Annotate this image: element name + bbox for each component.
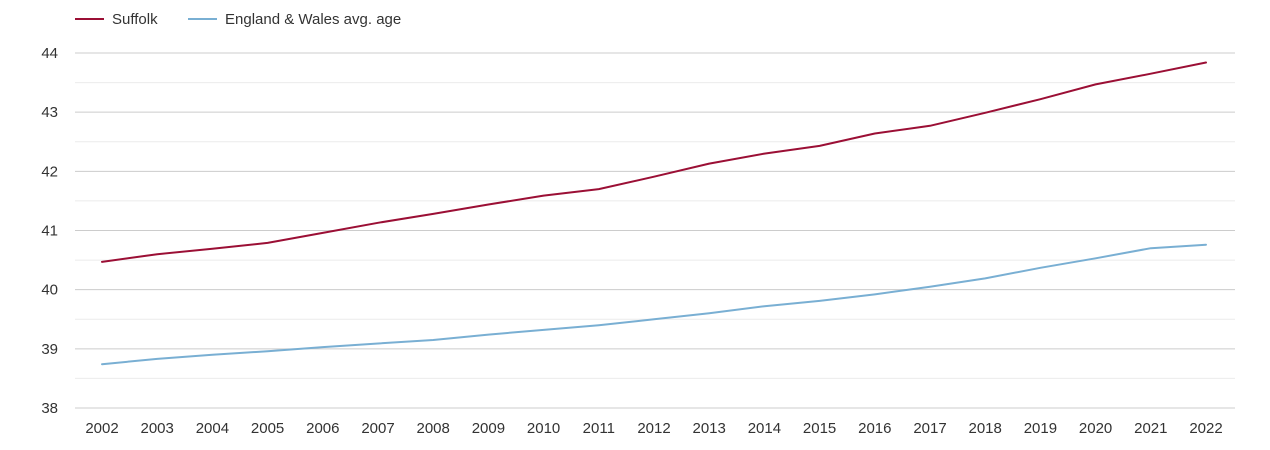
data-point-suffolk xyxy=(100,260,104,264)
data-point-suffolk xyxy=(652,175,656,179)
x-tick-label: 2015 xyxy=(803,420,836,437)
legend: Suffolk England & Wales avg. age xyxy=(75,11,401,28)
data-point-suffolk xyxy=(818,144,822,148)
data-point-suffolk xyxy=(266,241,270,245)
data-point-england-wales-avg-age xyxy=(542,328,546,332)
y-tick-label: 44 xyxy=(41,45,58,62)
data-point-england-wales-avg-age xyxy=(1038,266,1042,270)
data-point-suffolk xyxy=(210,247,214,251)
data-point-england-wales-avg-age xyxy=(707,311,711,315)
x-tick-label: 2005 xyxy=(251,420,284,437)
data-point-england-wales-avg-age xyxy=(597,323,601,327)
data-point-england-wales-avg-age xyxy=(873,292,877,296)
data-point-england-wales-avg-age xyxy=(818,299,822,303)
x-tick-label: 2022 xyxy=(1189,420,1222,437)
data-point-suffolk xyxy=(542,194,546,198)
data-point-england-wales-avg-age xyxy=(486,333,490,337)
y-tick-label: 38 xyxy=(41,400,58,417)
data-point-suffolk xyxy=(1094,82,1098,86)
x-tick-label: 2012 xyxy=(637,420,670,437)
x-tick-label: 2008 xyxy=(417,420,450,437)
x-tick-label: 2019 xyxy=(1024,420,1057,437)
data-point-suffolk xyxy=(376,221,380,225)
x-tick-label: 2003 xyxy=(141,420,174,437)
x-tick-label: 2021 xyxy=(1134,420,1167,437)
x-tick-label: 2013 xyxy=(693,420,726,437)
x-axis: 2002 2003 2004 2005 2006 2007 2008 2009 2010 2011… xyxy=(85,420,1222,437)
data-point-england-wales-avg-age xyxy=(100,362,104,366)
data-point-england-wales-avg-age xyxy=(210,353,214,357)
data-point-suffolk xyxy=(1038,97,1042,101)
x-tick-label: 2011 xyxy=(583,420,615,437)
x-tick-label: 2009 xyxy=(472,420,505,437)
x-tick-label: 2018 xyxy=(969,420,1002,437)
data-point-england-wales-avg-age xyxy=(266,349,270,353)
data-point-england-wales-avg-age xyxy=(1094,256,1098,260)
y-tick-label: 42 xyxy=(41,163,58,180)
data-point-suffolk xyxy=(928,124,932,128)
legend-label-suffolk: Suffolk xyxy=(112,11,158,28)
data-point-england-wales-avg-age xyxy=(1204,243,1208,247)
y-tick-label: 41 xyxy=(41,223,58,240)
x-tick-label: 2016 xyxy=(858,420,891,437)
data-point-england-wales-avg-age xyxy=(928,285,932,289)
data-point-england-wales-avg-age xyxy=(431,338,435,342)
x-tick-label: 2010 xyxy=(527,420,560,437)
data-point-england-wales-avg-age xyxy=(762,304,766,308)
data-point-england-wales-avg-age xyxy=(983,276,987,280)
legend-label-england-wales: England & Wales avg. age xyxy=(225,11,401,28)
data-point-england-wales-avg-age xyxy=(652,317,656,321)
data-point-suffolk xyxy=(762,152,766,156)
y-axis: 38 39 40 41 42 43 44 xyxy=(41,45,58,417)
data-point-suffolk xyxy=(431,212,435,216)
data-point-suffolk xyxy=(873,131,877,135)
x-tick-label: 2017 xyxy=(913,420,946,437)
data-point-suffolk xyxy=(1204,60,1208,64)
data-point-suffolk xyxy=(321,231,325,235)
series-lines xyxy=(100,60,1208,366)
x-tick-label: 2014 xyxy=(748,420,781,437)
data-point-england-wales-avg-age xyxy=(1149,246,1153,250)
data-point-suffolk xyxy=(597,187,601,191)
x-tick-label: 2007 xyxy=(361,420,394,437)
y-tick-label: 43 xyxy=(41,104,58,121)
data-point-england-wales-avg-age xyxy=(155,357,159,361)
data-point-suffolk xyxy=(155,252,159,256)
y-tick-label: 39 xyxy=(41,341,58,358)
data-point-suffolk xyxy=(1149,72,1153,76)
gridlines xyxy=(75,52,1235,409)
data-point-suffolk xyxy=(707,162,711,166)
x-tick-label: 2004 xyxy=(196,420,229,437)
data-point-england-wales-avg-age xyxy=(321,345,325,349)
data-point-suffolk xyxy=(983,111,987,115)
series-line-england-wales-avg-age xyxy=(101,243,1207,366)
x-tick-label: 2020 xyxy=(1079,420,1112,437)
y-tick-label: 40 xyxy=(41,282,58,299)
series-line-suffolk xyxy=(101,61,1207,263)
data-point-suffolk xyxy=(486,202,490,206)
x-tick-label: 2002 xyxy=(85,420,118,437)
x-tick-label: 2006 xyxy=(306,420,339,437)
data-point-england-wales-avg-age xyxy=(376,342,380,346)
